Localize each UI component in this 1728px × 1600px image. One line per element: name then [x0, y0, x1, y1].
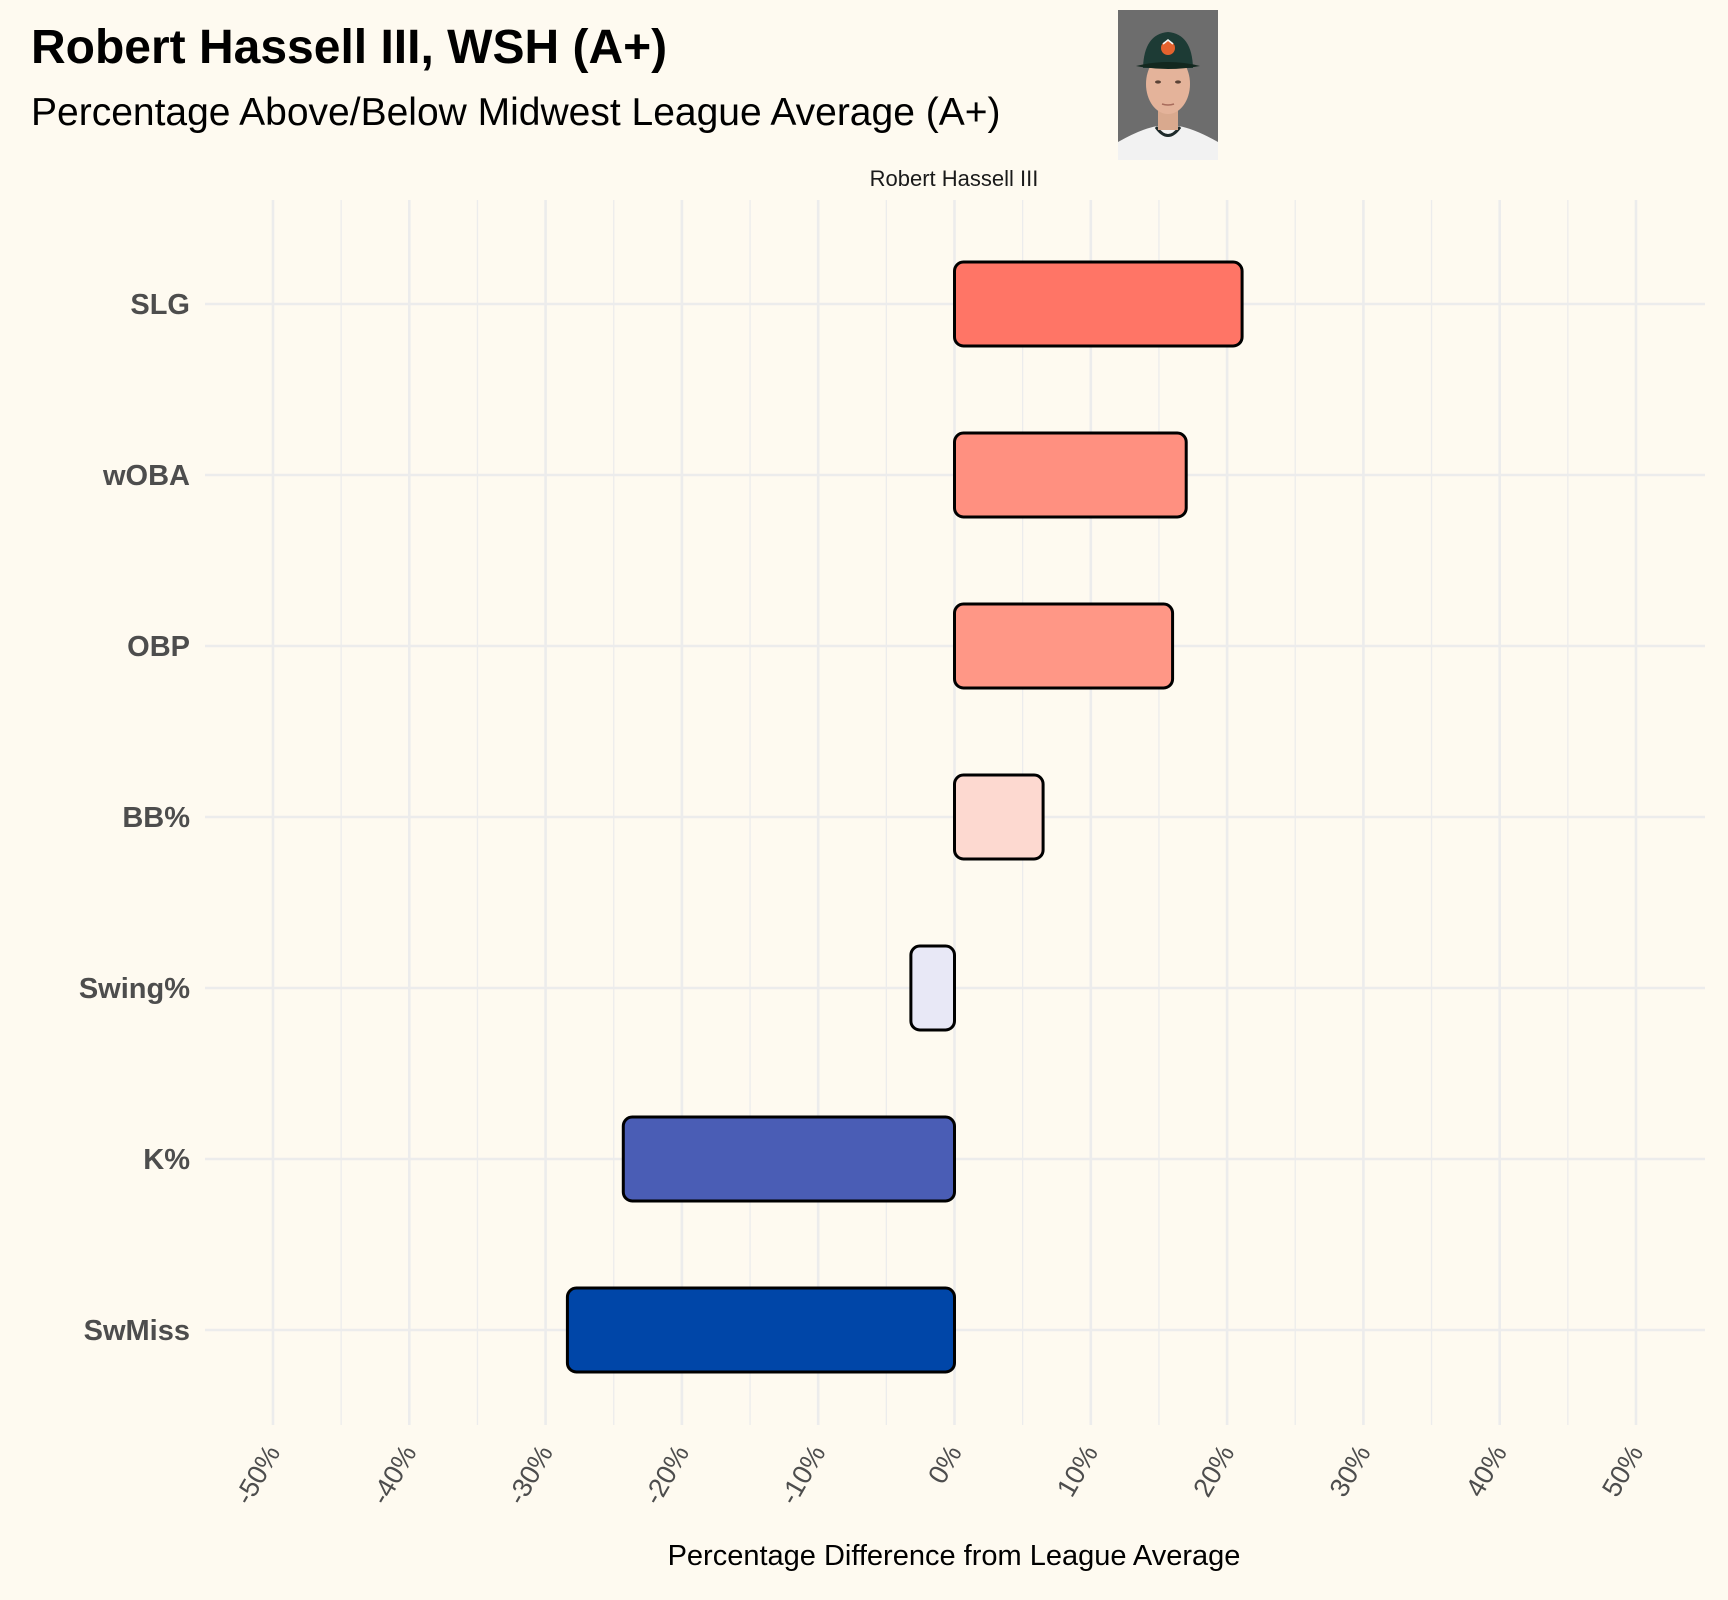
- y-tick-label: OBP: [127, 631, 190, 663]
- x-tick-label: 50%: [1596, 1440, 1649, 1502]
- y-tick-label: Swing%: [79, 973, 190, 1005]
- bar-swing-pct: [909, 944, 956, 1032]
- x-tick-label: -40%: [365, 1440, 422, 1510]
- y-tick-label: wOBA: [102, 460, 190, 492]
- y-tick-label: BB%: [122, 802, 190, 834]
- y-tick-label: SLG: [130, 289, 190, 321]
- bar-obp: [953, 602, 1175, 690]
- bar-woba: [953, 431, 1188, 519]
- x-tick-label: -30%: [501, 1440, 558, 1510]
- bar-swmiss: [565, 1286, 957, 1374]
- y-tick-label: SwMiss: [84, 1315, 190, 1347]
- player-headshot-icon: [1118, 10, 1218, 160]
- bar-k-pct: [621, 1115, 957, 1203]
- y-tick-label: K%: [143, 1144, 190, 1176]
- bar-bb-pct: [953, 773, 1045, 861]
- x-tick-label: 30%: [1324, 1440, 1377, 1502]
- y-axis-labels: SLG wOBA OBP BB% Swing% K% SwMiss: [79, 289, 190, 1347]
- bar-slg: [953, 260, 1244, 348]
- x-axis-title: Percentage Difference from League Averag…: [668, 1540, 1241, 1572]
- chart-title: Robert Hassell III, WSH (A+): [31, 21, 668, 74]
- x-tick-label: 0%: [922, 1440, 967, 1489]
- facet-label: Robert Hassell III: [870, 166, 1039, 191]
- bars: [565, 260, 1244, 1374]
- x-tick-label: -10%: [774, 1440, 831, 1510]
- x-tick-label: -20%: [638, 1440, 695, 1510]
- x-tick-label: 10%: [1051, 1440, 1104, 1502]
- x-tick-label: 40%: [1460, 1440, 1513, 1502]
- x-axis-tick-labels: -50% -40% -30% -20% -10% 0% 10% 20% 30% 40% 50%: [229, 1440, 1649, 1510]
- chart-subtitle: Percentage Above/Below Midwest League Av…: [31, 91, 1001, 134]
- x-tick-label: 20%: [1187, 1440, 1240, 1502]
- x-tick-label: -50%: [229, 1440, 286, 1510]
